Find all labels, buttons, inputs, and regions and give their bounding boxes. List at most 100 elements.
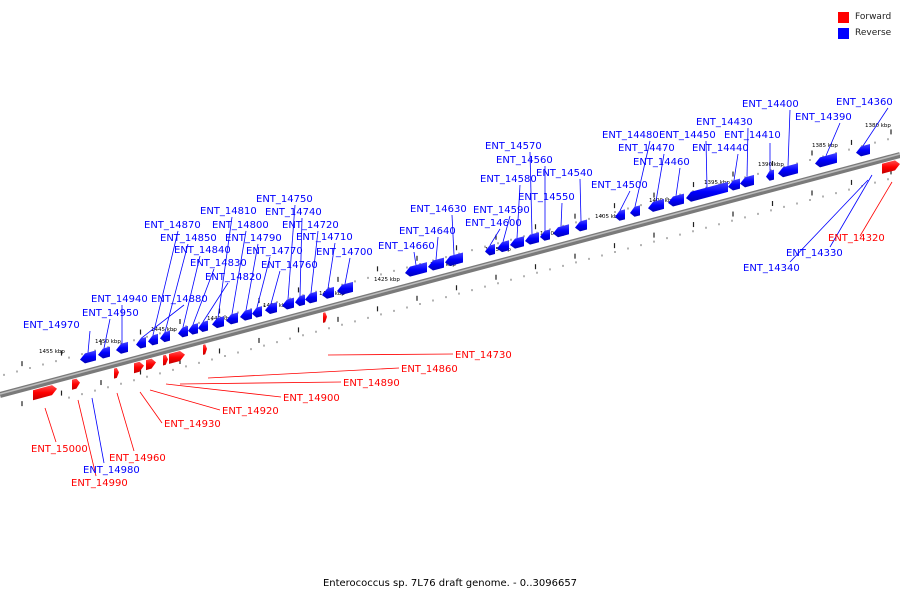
gene-label[interactable]: ENT_14700	[316, 247, 373, 258]
gene-label[interactable]: ENT_14990	[71, 478, 128, 489]
reverse-gene-arrow[interactable]	[540, 229, 550, 241]
reverse-gene-arrow[interactable]	[428, 257, 444, 271]
gene-label[interactable]: ENT_14730	[455, 350, 512, 361]
gene-label[interactable]: ENT_14340	[743, 263, 800, 274]
gene-label[interactable]: ENT_14890	[343, 378, 400, 389]
reverse-gene-arrow[interactable]	[686, 181, 728, 202]
reverse-gene-arrow[interactable]	[630, 205, 640, 217]
gene-label[interactable]: ENT_14820	[205, 272, 262, 283]
gene-label[interactable]: ENT_14770	[246, 246, 303, 257]
gene-label[interactable]: ENT_14630	[410, 204, 467, 215]
gene-label[interactable]: ENT_14710	[296, 232, 353, 243]
reverse-gene-arrow[interactable]	[198, 320, 208, 332]
gene-label[interactable]: ENT_14930	[164, 419, 221, 430]
gene-label[interactable]: ENT_14580	[480, 174, 537, 185]
gene-label[interactable]: ENT_14540	[536, 168, 593, 179]
reverse-gene-arrow[interactable]	[252, 306, 262, 318]
gene-label[interactable]: ENT_14750	[256, 194, 313, 205]
gene-label[interactable]: ENT_14790	[225, 233, 282, 244]
gene-label[interactable]: ENT_14970	[23, 320, 80, 331]
reverse-gene-arrow[interactable]	[148, 333, 158, 346]
reverse-gene-arrow[interactable]	[648, 198, 664, 212]
reverse-gene-arrow[interactable]	[116, 341, 128, 354]
reverse-gene-arrow[interactable]	[226, 312, 238, 325]
gene-label[interactable]: ENT_14430	[696, 117, 753, 128]
reverse-gene-arrow[interactable]	[405, 262, 427, 277]
gene-label[interactable]: ENT_14390	[795, 112, 852, 123]
gene-label[interactable]: ENT_14400	[742, 99, 799, 110]
forward-gene-arrow[interactable]	[203, 344, 207, 355]
reverse-gene-arrow[interactable]	[497, 240, 509, 253]
gene-label[interactable]: ENT_14940	[91, 294, 148, 305]
gene-label[interactable]: ENT_14440	[692, 143, 749, 154]
gene-label[interactable]: ENT_14600	[465, 218, 522, 229]
gene-label[interactable]: ENT_14450	[659, 130, 716, 141]
gene-label[interactable]: ENT_14560	[496, 155, 553, 166]
forward-gene-arrow[interactable]	[323, 312, 327, 323]
gene-label[interactable]: ENT_14810	[200, 206, 257, 217]
reverse-gene-arrow[interactable]	[188, 323, 198, 335]
reverse-gene-arrow[interactable]	[295, 294, 305, 307]
gene-label[interactable]: ENT_14480	[602, 130, 659, 141]
reverse-gene-arrow[interactable]	[282, 297, 294, 310]
gene-label[interactable]: ENT_14410	[724, 130, 781, 141]
reverse-gene-arrow[interactable]	[322, 286, 334, 299]
gene-label[interactable]: ENT_14470	[618, 143, 675, 154]
gene-label[interactable]: ENT_14460	[633, 157, 690, 168]
gene-label[interactable]: ENT_14900	[283, 393, 340, 404]
reverse-gene-arrow[interactable]	[178, 325, 188, 338]
reverse-gene-arrow[interactable]	[856, 144, 870, 157]
gene-label[interactable]: ENT_14640	[399, 226, 456, 237]
gene-label[interactable]: ENT_15000	[31, 444, 88, 455]
gene-label[interactable]: ENT_14960	[109, 453, 166, 464]
gene-label[interactable]: ENT_14860	[401, 364, 458, 375]
gene-label[interactable]: ENT_14360	[836, 97, 893, 108]
reverse-gene-arrow[interactable]	[485, 244, 495, 256]
reverse-gene-arrow[interactable]	[160, 330, 170, 343]
reverse-gene-arrow[interactable]	[668, 193, 684, 207]
forward-gene-arrow[interactable]	[114, 367, 119, 379]
gene-label[interactable]: ENT_14720	[282, 220, 339, 231]
forward-gene-arrow[interactable]	[33, 385, 57, 401]
reverse-gene-arrow[interactable]	[265, 302, 277, 314]
gene-label[interactable]: ENT_14950	[82, 308, 139, 319]
reverse-gene-arrow[interactable]	[445, 252, 463, 266]
forward-gene-arrow[interactable]	[146, 358, 156, 371]
gene-label[interactable]: ENT_14880	[151, 294, 208, 305]
forward-gene-arrow[interactable]	[169, 351, 185, 364]
gene-label[interactable]: ENT_14570	[485, 141, 542, 152]
reverse-gene-arrow[interactable]	[615, 209, 625, 221]
gene-label[interactable]: ENT_14320	[828, 233, 885, 244]
reverse-gene-arrow[interactable]	[815, 152, 837, 168]
reverse-gene-arrow[interactable]	[337, 281, 353, 295]
reverse-gene-arrow[interactable]	[80, 350, 96, 364]
reverse-gene-arrow[interactable]	[740, 174, 754, 188]
gene-label[interactable]: ENT_14740	[265, 207, 322, 218]
forward-gene-arrow[interactable]	[882, 160, 900, 174]
reverse-gene-arrow[interactable]	[136, 337, 146, 349]
reverse-gene-arrow[interactable]	[778, 163, 798, 178]
gene-label[interactable]: ENT_14550	[518, 192, 575, 203]
gene-label[interactable]: ENT_14660	[378, 241, 435, 252]
gene-label[interactable]: ENT_14800	[212, 220, 269, 231]
gene-label[interactable]: ENT_14330	[786, 248, 843, 259]
reverse-gene-arrow[interactable]	[728, 178, 740, 191]
reverse-gene-arrow[interactable]	[553, 224, 569, 238]
reverse-gene-arrow[interactable]	[510, 236, 524, 249]
reverse-gene-arrow[interactable]	[240, 308, 252, 321]
gene-label[interactable]: ENT_14760	[261, 260, 318, 271]
reverse-gene-arrow[interactable]	[525, 232, 539, 245]
gene-label[interactable]: ENT_14830	[190, 258, 247, 269]
reverse-gene-arrow[interactable]	[98, 346, 110, 359]
forward-gene-arrow[interactable]	[134, 361, 144, 374]
gene-label[interactable]: ENT_14500	[591, 180, 648, 191]
forward-gene-arrow[interactable]	[72, 378, 80, 390]
gene-label[interactable]: ENT_14840	[174, 245, 231, 256]
reverse-gene-arrow[interactable]	[212, 316, 224, 329]
reverse-gene-arrow[interactable]	[575, 219, 587, 232]
gene-label[interactable]: ENT_14920	[222, 406, 279, 417]
gene-label[interactable]: ENT_14870	[144, 220, 201, 231]
forward-gene-arrow[interactable]	[163, 354, 168, 366]
gene-label[interactable]: ENT_14590	[473, 205, 530, 216]
gene-label[interactable]: ENT_14980	[83, 465, 140, 476]
